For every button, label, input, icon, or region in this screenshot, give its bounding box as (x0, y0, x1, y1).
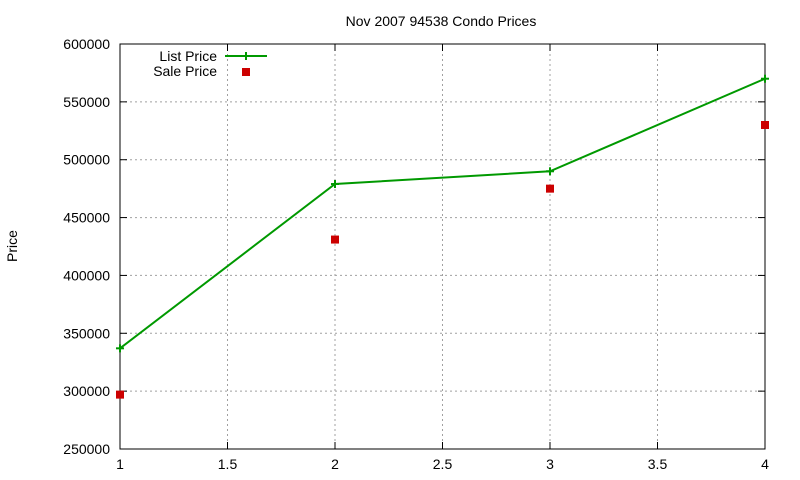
y-tick-label: 500000 (63, 152, 110, 168)
legend-label-list-price: List Price (159, 48, 217, 64)
y-tick-label: 350000 (63, 325, 110, 341)
legend-square-marker (242, 68, 250, 76)
x-tick-label: 1 (116, 456, 124, 472)
data-point-list-price (331, 180, 339, 189)
data-point-list-price (116, 344, 124, 353)
axis-ticks: 1 1.5 2 2.5 3 3.5 4 250000 300000 350000 400000 450… (63, 36, 769, 472)
legend-marker-sale-price (242, 68, 250, 76)
y-tick-label: 400000 (63, 267, 110, 283)
x-tick-label: 4 (761, 456, 769, 472)
data-point-sale-price (116, 390, 124, 399)
data-point-sale-price (546, 184, 554, 193)
x-tick-label: 2 (331, 456, 339, 472)
data-point-sale-price (331, 235, 339, 244)
legend: List Price Sale Price (153, 48, 267, 79)
data-point-sale-price (761, 121, 769, 129)
y-tick-label: 300000 (63, 383, 110, 399)
y-axis-label: Price (4, 230, 20, 262)
data-point-list-price (761, 74, 769, 83)
legend-label-sale-price: Sale Price (153, 63, 217, 79)
x-tick-label: 3.5 (648, 456, 668, 472)
x-tick-label: 1.5 (218, 456, 238, 472)
data-point-list-price (546, 167, 554, 176)
x-tick-label: 2.5 (433, 456, 453, 472)
y-tick-label: 250000 (63, 441, 110, 457)
series (116, 74, 769, 399)
series-sale-price (116, 121, 769, 399)
legend-plus-marker (242, 52, 250, 60)
x-tick-label: 3 (546, 456, 554, 472)
y-tick-label: 450000 (63, 210, 110, 226)
legend-marker-list-price (242, 52, 250, 60)
grid-lines (120, 44, 765, 449)
series-line-list-price (119, 77, 766, 350)
y-tick-label: 550000 (63, 94, 110, 110)
series-list-price (116, 74, 769, 353)
y-tick-label: 600000 (63, 36, 110, 52)
chart-title: Nov 2007 94538 Condo Prices (346, 13, 537, 29)
